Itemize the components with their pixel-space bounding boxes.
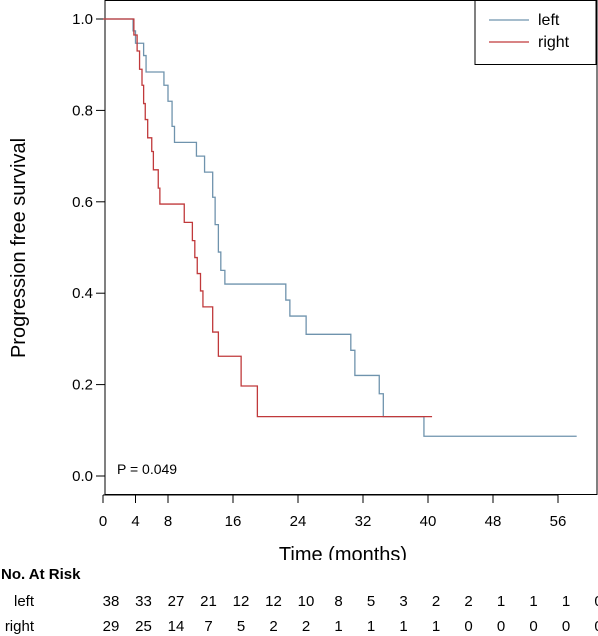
series-line-right: [103, 18, 433, 418]
risk-count: 8: [334, 593, 343, 610]
risk-count: 7: [204, 618, 213, 635]
x-tick-label: 16: [225, 513, 242, 530]
risk-count: 5: [236, 618, 246, 635]
risk-count: 1: [431, 618, 441, 635]
risk-count: 0: [529, 618, 538, 635]
x-tick-label: 40: [420, 513, 437, 530]
risk-count: 2: [301, 618, 311, 635]
series-layer: [103, 18, 577, 437]
risk-count: 1: [529, 593, 538, 610]
y-tick-label: 1.0: [72, 11, 93, 28]
legend-label-left: left: [538, 12, 560, 29]
risk-count: 27: [167, 593, 185, 610]
legend-box: [474, 0, 597, 65]
legend-label-right: right: [538, 34, 570, 51]
risk-count: 2: [464, 593, 473, 610]
risk-count: 1: [561, 593, 571, 610]
axes: 0.00.20.40.60.81.00 4 8 16 24 32 40 48 56: [72, 11, 566, 530]
y-tick-label: 0.8: [72, 102, 93, 119]
x-tick-label: 32: [355, 513, 372, 530]
series-line-left: [103, 18, 577, 437]
km-chart: 0.00.20.40.60.81.00 4 8 16 24 32 40 48 56 Progre…: [8, 0, 598, 560]
risk-count: 38: [102, 593, 120, 610]
risk-count: 2: [431, 593, 441, 610]
y-tick-label: 0.0: [72, 468, 93, 485]
x-tick-label: 56: [550, 513, 567, 530]
risk-count: 3: [399, 593, 408, 610]
x-axis-title: Time (months): [279, 544, 407, 560]
risk-count: 33: [135, 593, 152, 610]
risk-count: 0: [496, 618, 506, 635]
y-tick-label: 0.6: [72, 194, 93, 211]
risk-count: 12: [265, 593, 282, 610]
risk-count: 10: [297, 593, 315, 610]
y-tick-label: 0.2: [72, 377, 93, 394]
risk-table-title: No. At Risk: [1, 566, 81, 583]
risk-count: 1: [496, 593, 506, 610]
risk-count: 1: [334, 618, 343, 635]
p-value-annotation: P = 0.049: [117, 461, 177, 477]
risk-count: 0: [594, 618, 598, 635]
risk-count: 0: [464, 618, 473, 635]
plot-frame: [104, 0, 598, 495]
y-axis-title: Progression free survival: [8, 138, 30, 358]
risk-count: 5: [366, 593, 376, 610]
y-tick-label: 0.4: [72, 285, 93, 302]
x-tick-label: 0: [99, 513, 107, 530]
x-tick-label: 24: [290, 513, 307, 530]
risk-count: 14: [167, 618, 185, 635]
risk-count: 1: [366, 618, 376, 635]
x-tick-label: 4: [131, 513, 139, 530]
risk-count: 21: [200, 593, 217, 610]
risk-count: 0: [561, 618, 571, 635]
x-tick-label: 48: [485, 513, 502, 530]
risk-count: 2: [269, 618, 278, 635]
risk-count: 25: [135, 618, 152, 635]
risk-count: 0: [594, 593, 598, 610]
risk-row-label: right: [4, 618, 34, 635]
legend: left right: [474, 0, 597, 65]
risk-row-label: left: [13, 593, 34, 610]
x-tick-label: 8: [164, 513, 172, 530]
risk-count: 1: [399, 618, 408, 635]
risk-count: 12: [232, 593, 250, 610]
risk-count: 29: [102, 618, 120, 635]
